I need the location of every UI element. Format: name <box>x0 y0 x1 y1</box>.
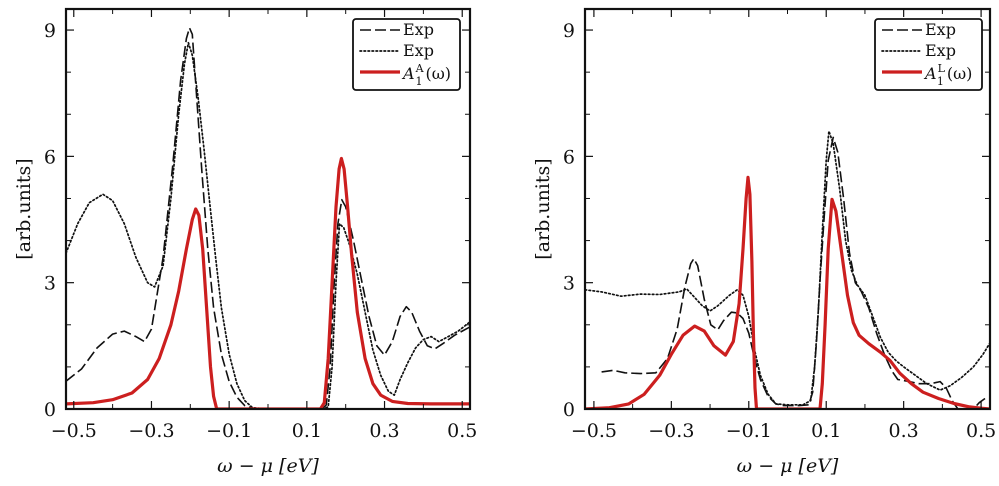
x-tick-label: −0.5 <box>571 420 617 442</box>
series-solid-line <box>66 156 470 409</box>
plot-area <box>585 130 990 409</box>
x-tick-label: −0.3 <box>128 420 174 442</box>
series-dotted-line <box>66 41 470 409</box>
legend-label-exp-dotted: Exp <box>403 41 434 60</box>
x-tick-label: 0.5 <box>447 420 477 442</box>
right-panel: −0.5 −0.3 −0.1 0.1 0.3 0.5 0 3 6 9 ω − μ [eV] [arb.… <box>532 7 996 477</box>
left-panel: −0.5 −0.3 −0.1 0.1 0.3 0.5 0 3 6 9 ω − μ [eV] [arb.… <box>13 7 477 477</box>
x-tick-label: −0.1 <box>726 420 772 442</box>
series-dotted-line <box>585 130 990 406</box>
x-tick-label: −0.1 <box>206 420 252 442</box>
y-tick-label: 9 <box>44 20 56 42</box>
x-tick-label: 0.1 <box>292 420 322 442</box>
y-axis-label: [arb.units] <box>13 158 35 259</box>
y-tick-label: 0 <box>563 399 575 421</box>
x-tick-label: 0.5 <box>966 420 996 442</box>
plot-area <box>66 27 470 409</box>
y-tick-label: 6 <box>563 146 575 168</box>
y-tick-label: 0 <box>44 399 56 421</box>
x-tick-label: 0.3 <box>889 420 919 442</box>
legend-label-exp-dashed: Exp <box>925 20 956 39</box>
series-solid-line <box>585 175 990 409</box>
x-tick-label: −0.5 <box>51 420 97 442</box>
legend: Exp Exp AA 1 (ω) <box>352 18 461 91</box>
legend: Exp Exp AL 1 (ω) <box>874 18 983 91</box>
y-tick-label: 9 <box>563 20 575 42</box>
y-tick-label: 3 <box>44 273 56 295</box>
x-tick-label: 0.3 <box>369 420 399 442</box>
legend-label-exp-dotted: Exp <box>925 41 956 60</box>
x-axis-label: ω − μ [eV] <box>737 455 839 477</box>
x-axis-label: ω − μ [eV] <box>217 455 319 477</box>
x-tick-label: 0.1 <box>811 420 841 442</box>
legend-label-exp-dashed: Exp <box>403 20 434 39</box>
legend-label-model: AL 1 (ω) <box>923 62 972 88</box>
series-dashed-line <box>601 136 986 409</box>
x-tick-label: −0.3 <box>648 420 694 442</box>
y-tick-label: 3 <box>563 273 575 295</box>
y-axis-label: [arb.units] <box>532 158 554 259</box>
legend-label-model: AA 1 (ω) <box>401 62 451 88</box>
y-tick-label: 6 <box>44 146 56 168</box>
